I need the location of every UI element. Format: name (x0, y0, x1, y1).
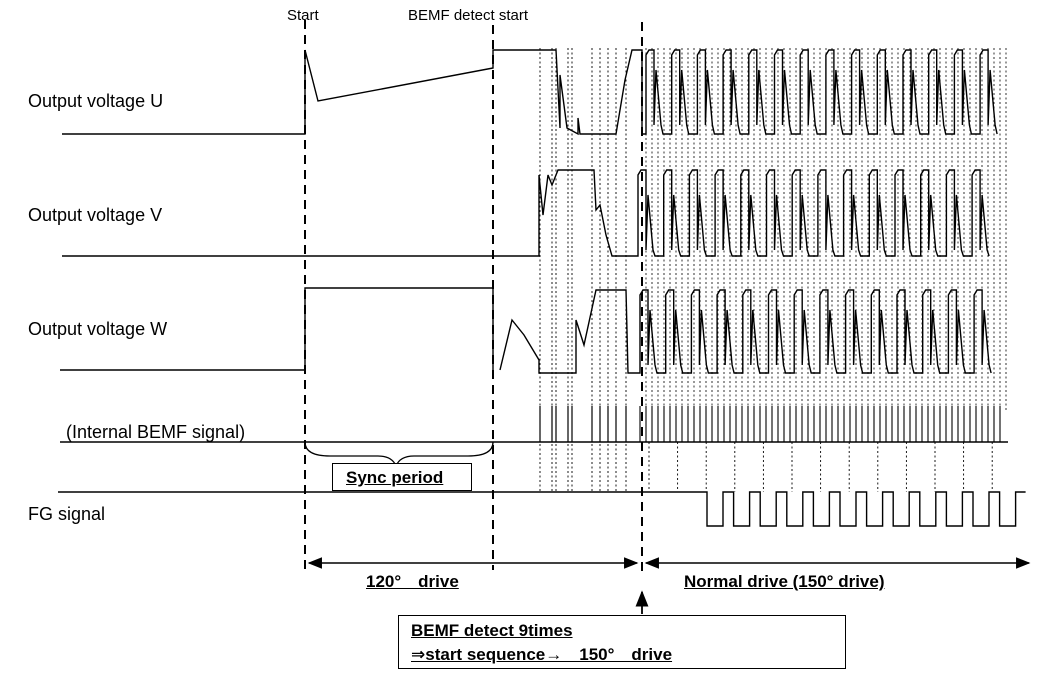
output-v-normal-waveform (636, 169, 990, 257)
output-w-waveform (499, 289, 636, 374)
output-v-waveform (62, 169, 636, 257)
output-u-waveform (62, 49, 643, 136)
drive-120-label: 120° drive (366, 572, 459, 591)
callout-line-1: BEMF detect 9times (411, 621, 573, 640)
output-voltage-w-label: Output voltage W (28, 319, 168, 339)
bemf-detect-start-label: BEMF detect start (408, 7, 529, 24)
internal-bemf-signal-label: (Internal BEMF signal) (66, 422, 246, 442)
normal-drive-label: Normal drive (150° drive) (684, 572, 885, 591)
output-u-normal-waveform (642, 49, 998, 135)
fg-signal-waveform (58, 491, 1026, 527)
fg-signal-label: FG signal (28, 504, 106, 524)
sync-period-box: Sync period (332, 463, 472, 491)
callout-line-2: ⇒start sequence→ 150° drive (411, 645, 673, 664)
bemf-detect-callout: BEMF detect 9times ⇒start sequence→ 150°… (398, 615, 846, 669)
sync-period-label: Sync period (346, 468, 444, 487)
output-voltage-u-label: Output voltage U (28, 91, 164, 111)
start-marker-label: Start (287, 7, 319, 24)
output-w-normal-waveform (636, 289, 992, 374)
output-voltage-v-label: Output voltage V (28, 205, 163, 225)
